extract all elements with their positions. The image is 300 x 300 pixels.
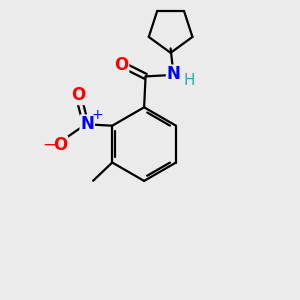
Text: N: N [167, 65, 181, 83]
Text: −: − [42, 135, 56, 153]
Text: O: O [114, 56, 129, 74]
Text: O: O [71, 86, 85, 104]
Text: O: O [53, 136, 67, 154]
Text: N: N [80, 115, 94, 133]
Text: H: H [183, 73, 195, 88]
Text: +: + [91, 108, 103, 122]
